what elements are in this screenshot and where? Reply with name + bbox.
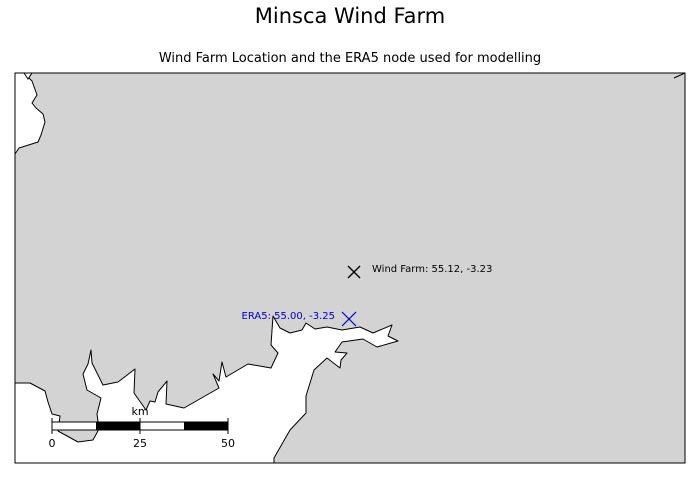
scale-bar-tick-label: 0 <box>49 437 56 450</box>
x-icon <box>341 311 357 327</box>
wind-farm-label: Wind Farm: 55.12, -3.23 <box>372 264 492 275</box>
map-frame <box>14 72 686 464</box>
scale-bar-tick-label: 25 <box>133 437 147 450</box>
scale-bar: km 0 25 50 <box>49 405 236 450</box>
era5-node-marker[interactable] <box>341 311 357 327</box>
coastline-inlet <box>673 72 686 79</box>
x-icon <box>347 265 361 279</box>
era5-label: ERA5: 55.00, -3.25 <box>242 311 335 322</box>
scale-bar-segment <box>96 422 140 430</box>
wind-farm-marker[interactable] <box>347 265 361 279</box>
map-title: Minsca Wind Farm <box>254 4 446 28</box>
scale-bar-tick-label: 50 <box>221 437 235 450</box>
scale-bar-unit: km <box>131 405 148 418</box>
scale-bar-segment <box>184 422 228 430</box>
map-subtitle: Wind Farm Location and the ERA5 node use… <box>158 51 542 66</box>
